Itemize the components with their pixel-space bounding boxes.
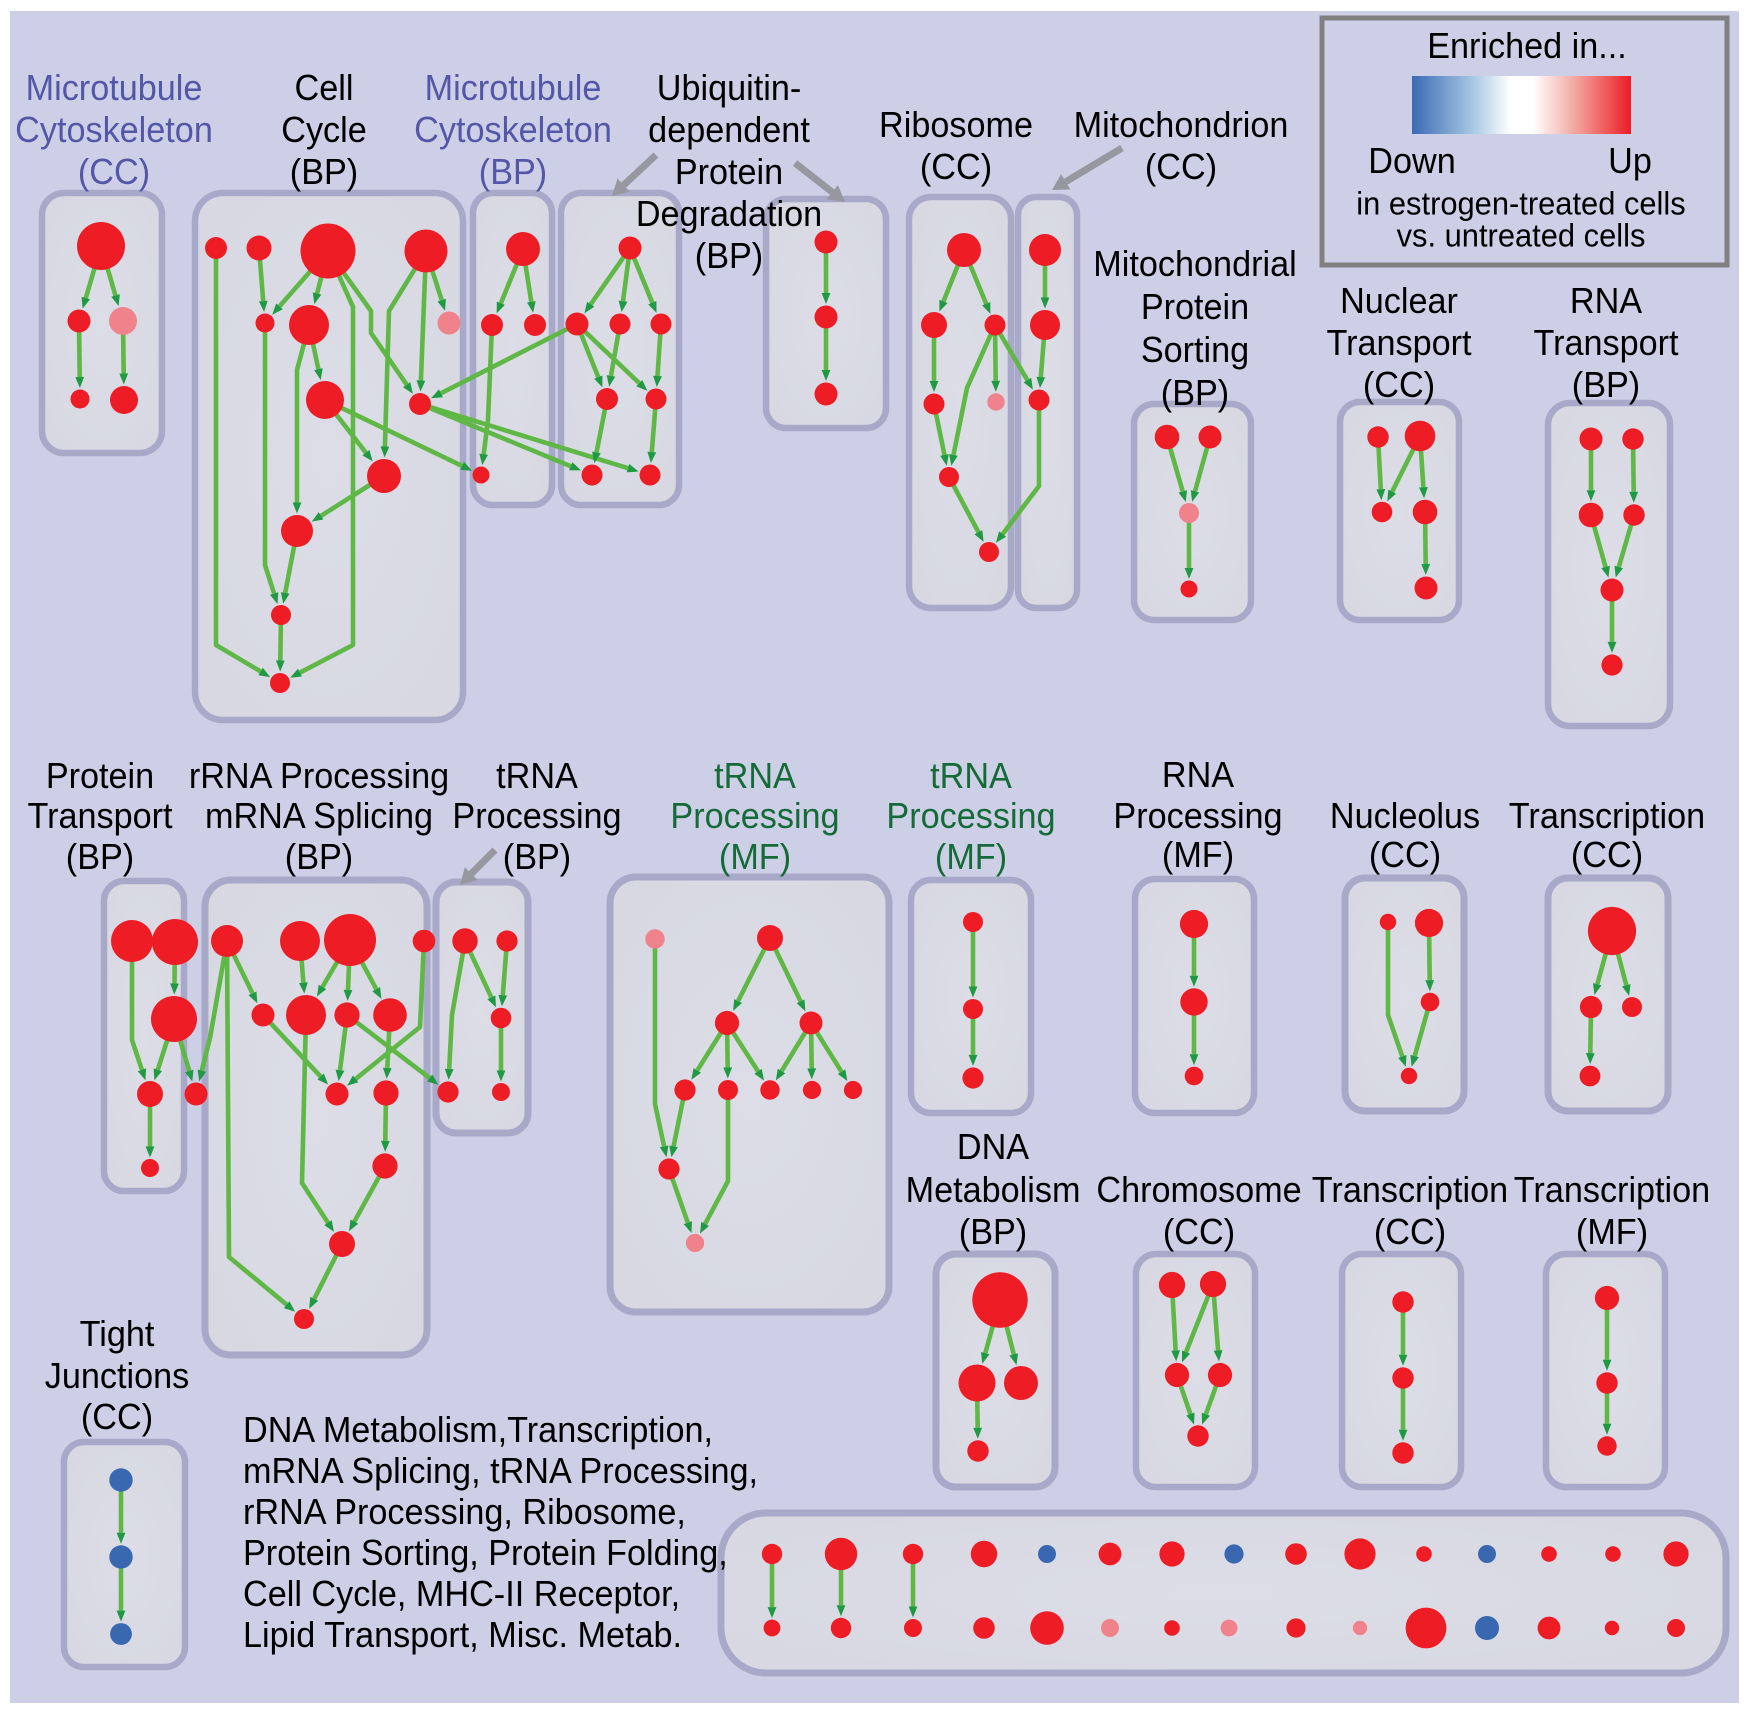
svg-text:RNA: RNA (1162, 755, 1235, 795)
svg-text:Cell: Cell (295, 68, 354, 108)
svg-text:(BP): (BP) (66, 837, 134, 877)
svg-text:(CC): (CC) (1163, 1212, 1235, 1252)
svg-text:Microtubule: Microtubule (26, 68, 203, 108)
svg-text:Processing: Processing (670, 796, 839, 836)
svg-text:(BP): (BP) (290, 152, 358, 192)
svg-text:tRNA: tRNA (930, 756, 1012, 796)
svg-text:(MF): (MF) (935, 837, 1007, 877)
svg-text:(CC): (CC) (1145, 147, 1217, 187)
svg-text:Enriched in...: Enriched in... (1427, 26, 1627, 66)
svg-text:(BP): (BP) (479, 152, 547, 192)
svg-text:RNA: RNA (1570, 281, 1643, 321)
svg-text:Protein: Protein (46, 756, 154, 796)
svg-text:(BP): (BP) (1161, 373, 1229, 413)
svg-text:(MF): (MF) (1576, 1212, 1648, 1252)
svg-text:Metabolism: Metabolism (906, 1170, 1081, 1210)
svg-text:(BP): (BP) (503, 837, 571, 877)
svg-text:Down: Down (1368, 141, 1455, 181)
svg-text:Cell Cycle, MHC-II Receptor,: Cell Cycle, MHC-II Receptor, (243, 1574, 680, 1614)
svg-text:(MF): (MF) (719, 837, 791, 877)
svg-text:Mitochondrial: Mitochondrial (1093, 244, 1296, 284)
svg-text:(MF): (MF) (1162, 835, 1234, 875)
svg-text:Protein: Protein (1141, 287, 1249, 327)
svg-text:(BP): (BP) (285, 837, 353, 877)
svg-text:Transport: Transport (1326, 323, 1471, 363)
svg-text:Mitochondrion: Mitochondrion (1074, 105, 1289, 145)
svg-text:(CC): (CC) (1369, 835, 1441, 875)
svg-text:Ribosome: Ribosome (879, 105, 1033, 145)
svg-text:Tight: Tight (80, 1314, 155, 1354)
svg-text:mRNA Splicing: mRNA Splicing (205, 796, 433, 836)
svg-text:Transport: Transport (27, 796, 172, 836)
svg-text:(BP): (BP) (1572, 365, 1640, 405)
svg-text:in estrogen-treated cells: in estrogen-treated cells (1356, 185, 1685, 222)
svg-text:Nuclear: Nuclear (1340, 281, 1458, 321)
svg-text:tRNA: tRNA (714, 756, 796, 796)
svg-text:(CC): (CC) (78, 152, 150, 192)
svg-text:(CC): (CC) (920, 147, 992, 187)
svg-text:(CC): (CC) (1571, 835, 1643, 875)
svg-text:Transcription: Transcription (1509, 796, 1705, 836)
svg-text:Cytoskeleton: Cytoskeleton (414, 110, 612, 150)
svg-text:DNA: DNA (957, 1127, 1030, 1167)
svg-text:rRNA Processing: rRNA Processing (189, 756, 449, 796)
svg-text:dependent: dependent (648, 110, 810, 150)
svg-text:Microtubule: Microtubule (425, 68, 602, 108)
svg-text:Processing: Processing (886, 796, 1055, 836)
svg-text:Transcription: Transcription (1514, 1170, 1710, 1210)
svg-text:Chromosome: Chromosome (1096, 1170, 1301, 1210)
svg-text:(CC): (CC) (1374, 1212, 1446, 1252)
svg-text:Ubiquitin-: Ubiquitin- (657, 68, 801, 108)
svg-text:Transcription: Transcription (1312, 1170, 1508, 1210)
svg-text:(CC): (CC) (81, 1397, 153, 1437)
svg-text:mRNA Splicing, tRNA Processing: mRNA Splicing, tRNA Processing, (243, 1451, 758, 1491)
svg-text:Processing: Processing (1113, 796, 1282, 836)
svg-text:Protein Sorting, Protein Foldi: Protein Sorting, Protein Folding, (243, 1533, 728, 1573)
svg-text:rRNA Processing, Ribosome,: rRNA Processing, Ribosome, (243, 1492, 686, 1532)
svg-text:Protein: Protein (675, 152, 783, 192)
svg-text:Junctions: Junctions (45, 1356, 189, 1396)
svg-text:DNA Metabolism,Transcription,: DNA Metabolism,Transcription, (243, 1410, 713, 1450)
svg-text:(BP): (BP) (959, 1212, 1027, 1252)
svg-text:Cytoskeleton: Cytoskeleton (15, 110, 213, 150)
svg-text:Degradation: Degradation (636, 194, 822, 234)
svg-text:(CC): (CC) (1363, 365, 1435, 405)
svg-text:Processing: Processing (452, 796, 621, 836)
svg-text:Transport: Transport (1533, 323, 1678, 363)
svg-text:tRNA: tRNA (496, 756, 578, 796)
svg-text:Cycle: Cycle (281, 110, 367, 150)
svg-text:Nucleolus: Nucleolus (1330, 796, 1480, 836)
svg-text:vs. untreated cells: vs. untreated cells (1397, 217, 1646, 254)
svg-text:(BP): (BP) (695, 236, 763, 276)
svg-text:Lipid Transport, Misc. Metab.: Lipid Transport, Misc. Metab. (243, 1615, 682, 1655)
svg-text:Up: Up (1608, 141, 1652, 181)
svg-text:Sorting: Sorting (1141, 330, 1249, 370)
